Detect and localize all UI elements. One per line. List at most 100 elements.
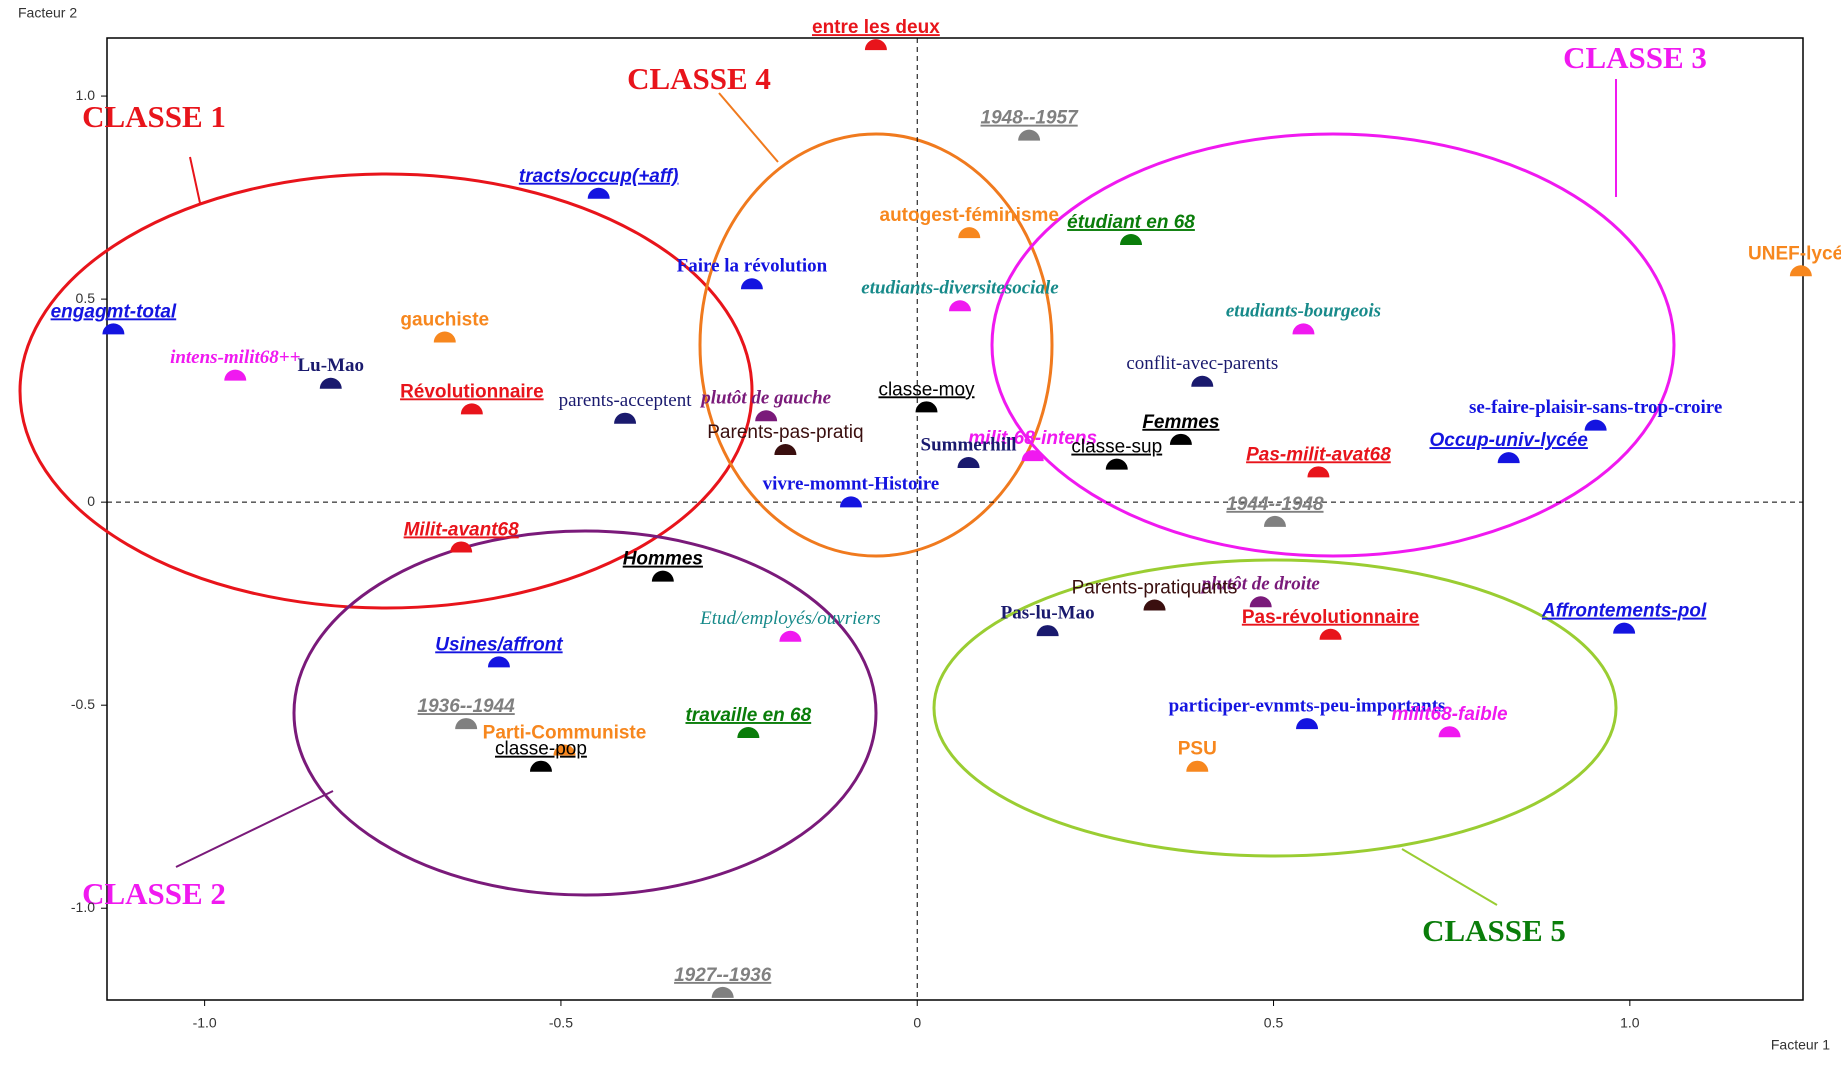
point-label: Lu-Mao	[298, 355, 365, 376]
point	[529, 760, 552, 772]
point	[1296, 718, 1319, 730]
point-label: Affrontements-pol	[1541, 601, 1707, 622]
leader-line	[718, 92, 779, 163]
point	[915, 401, 938, 413]
point	[224, 369, 247, 381]
point	[1438, 726, 1461, 738]
point	[487, 656, 510, 668]
point-label: Summerhill	[921, 434, 1017, 455]
y-tick-label: -0.5	[71, 696, 95, 712]
class-label: CLASSE 5	[1422, 913, 1566, 948]
point	[1307, 466, 1330, 478]
ellipse-class-5	[932, 558, 1618, 858]
point-label: travaille en 68	[685, 705, 811, 726]
point	[755, 410, 778, 422]
point	[1036, 625, 1059, 637]
point	[1584, 419, 1607, 431]
y-tick-label: -1.0	[71, 899, 95, 915]
ellipse-class-4	[698, 132, 1054, 558]
point	[1105, 458, 1128, 470]
point-label: UNEF-lycée	[1748, 243, 1841, 264]
point	[864, 39, 887, 51]
y-tick-label: 0	[87, 493, 95, 509]
point	[958, 227, 981, 239]
point	[1143, 599, 1166, 611]
point-label: milit68-faible	[1391, 704, 1508, 725]
point-label: Usines/affront	[435, 634, 563, 655]
leader-line	[1401, 848, 1498, 906]
point	[711, 986, 734, 998]
leader-line	[189, 156, 201, 204]
point-label: étudiant en 68	[1067, 212, 1195, 233]
class-label: CLASSE 3	[1563, 40, 1707, 75]
ellipse-class-1	[18, 172, 754, 610]
x-tick-label: 0.5	[1264, 1015, 1284, 1031]
point	[839, 496, 862, 508]
point-label: Parti-Communiste	[483, 722, 647, 743]
point	[1249, 596, 1272, 608]
point	[102, 323, 125, 335]
point	[1169, 433, 1192, 445]
point	[774, 443, 797, 455]
point-label: Pas-révolutionnaire	[1242, 607, 1419, 628]
point	[1789, 265, 1812, 277]
point-label: Femmes	[1142, 412, 1219, 433]
point-label: classe-pop	[495, 739, 587, 760]
point	[614, 412, 637, 424]
point-label: Milit-avant68	[404, 519, 520, 540]
point	[553, 744, 576, 756]
leader-line	[175, 790, 334, 868]
x-axis-label: Facteur 1	[1771, 1037, 1830, 1053]
point	[1263, 515, 1286, 527]
point-label: plutôt de gauche	[699, 388, 831, 409]
x-tick-label: 0	[913, 1015, 921, 1031]
ellipse-class-3	[990, 132, 1676, 558]
point	[1292, 323, 1315, 335]
point-label: classe-sup	[1071, 437, 1162, 458]
point-label: Hommes	[623, 549, 703, 570]
point	[1186, 760, 1209, 772]
point-label: 1927--1936	[674, 965, 772, 986]
point-label: 1936--1944	[418, 696, 516, 717]
point-label: classe-moy	[878, 379, 975, 400]
point-label: parents-acceptent	[559, 390, 693, 411]
point-label: Pas-lu-Mao	[1001, 602, 1095, 623]
point	[1319, 628, 1342, 640]
point-label: intens-milit68++	[170, 347, 300, 368]
point-label: Etud/employés/ouvriers	[699, 608, 880, 629]
point-label: engagmt-total	[51, 301, 177, 322]
point	[1497, 452, 1520, 464]
point	[455, 718, 478, 730]
point	[1021, 450, 1044, 462]
point-label: participer-evnmts-peu-importants	[1169, 695, 1446, 716]
point	[740, 278, 763, 290]
point-label: Pas-milit-avat68	[1246, 444, 1391, 465]
point-label: conflit-avec-parents	[1126, 353, 1278, 374]
y-tick-label: 0.5	[76, 290, 96, 306]
point	[737, 727, 760, 739]
class-ellipses	[18, 79, 1676, 906]
point	[1613, 622, 1636, 634]
class-label: CLASSE 1	[82, 99, 226, 134]
y-tick-label: 1.0	[76, 87, 96, 103]
point-label: Parents-pas-pratiq	[707, 422, 863, 443]
point	[948, 300, 971, 312]
point-label: Faire la révolution	[677, 256, 828, 277]
plot-frame	[106, 37, 1804, 1001]
point	[779, 630, 802, 642]
point-label: autogest-féminisme	[880, 205, 1059, 226]
point	[319, 377, 342, 389]
point-label: Révolutionnaire	[400, 381, 544, 402]
point-label: entre les deux	[812, 17, 940, 38]
point-label: plutôt de droite	[1200, 574, 1321, 595]
point	[433, 331, 456, 343]
point-label: etudiants-diversitesociale	[861, 278, 1059, 299]
point-label: 1948--1957	[981, 108, 1080, 129]
x-tick-label: -0.5	[549, 1015, 573, 1031]
point	[957, 456, 980, 468]
point	[1120, 234, 1143, 246]
point-label: PSU	[1178, 739, 1217, 760]
point-label: Occup-univ-lycée	[1429, 430, 1588, 451]
point-label: milit-68-intens	[968, 428, 1097, 449]
